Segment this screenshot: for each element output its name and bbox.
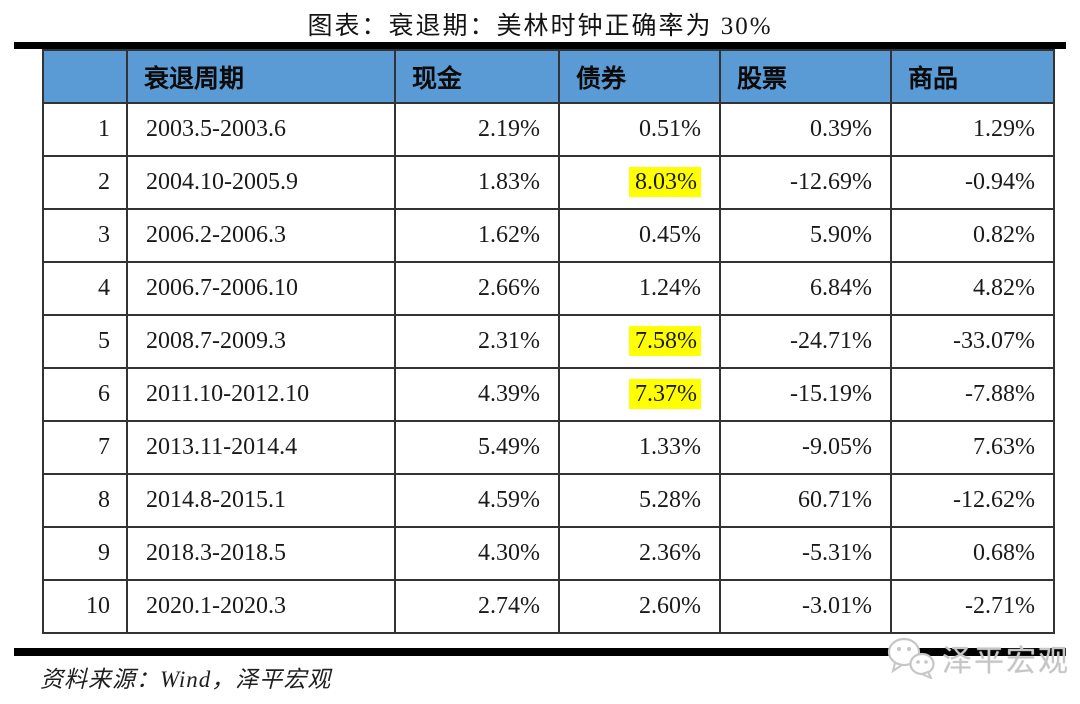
commodity-cell: -33.07% [890, 314, 1055, 369]
cycle-cell: 2020.1-2020.3 [126, 579, 396, 634]
cycle-cell: 2006.2-2006.3 [126, 208, 396, 263]
bond-value: 8.03% [629, 167, 701, 197]
bond-cell: 1.24% [558, 261, 721, 316]
stock-cell: -3.01% [719, 579, 892, 634]
bond-cell: 0.51% [558, 102, 721, 157]
header-bond: 债券 [558, 49, 721, 104]
cycle-cell: 2003.5-2003.6 [126, 102, 396, 157]
table-row: 7 2013.11-2014.4 5.49% 1.33% -9.05% 7.63… [42, 420, 1055, 475]
cash-cell: 4.30% [394, 526, 560, 581]
bond-value: 7.58% [629, 326, 701, 356]
commodity-cell: -12.62% [890, 473, 1055, 528]
top-rule [14, 42, 1066, 49]
bond-value: 0.45% [639, 222, 701, 248]
stock-cell: 5.90% [719, 208, 892, 263]
row-index-cell: 6 [42, 367, 128, 422]
row-index-cell: 1 [42, 102, 128, 157]
table-row: 10 2020.1-2020.3 2.74% 2.60% -3.01% -2.7… [42, 579, 1055, 634]
cash-cell: 4.59% [394, 473, 560, 528]
commodity-cell: 7.63% [890, 420, 1055, 475]
bond-cell: 8.03% [558, 155, 721, 210]
table-row: 5 2008.7-2009.3 2.31% 7.58% -24.71% -33.… [42, 314, 1055, 369]
commodity-cell: 0.82% [890, 208, 1055, 263]
cycle-cell: 2018.3-2018.5 [126, 526, 396, 581]
bond-value: 5.28% [639, 487, 701, 513]
row-index-cell: 8 [42, 473, 128, 528]
header-stock: 股票 [719, 49, 892, 104]
cash-cell: 2.66% [394, 261, 560, 316]
table-body: 1 2003.5-2003.6 2.19% 0.51% 0.39% 1.29% … [42, 102, 1055, 634]
stock-cell: -9.05% [719, 420, 892, 475]
header-index [42, 49, 128, 104]
cycle-cell: 2008.7-2009.3 [126, 314, 396, 369]
commodity-cell: -0.94% [890, 155, 1055, 210]
cycle-cell: 2004.10-2005.9 [126, 155, 396, 210]
row-index-cell: 3 [42, 208, 128, 263]
table-row: 8 2014.8-2015.1 4.59% 5.28% 60.71% -12.6… [42, 473, 1055, 528]
header-commodity: 商品 [890, 49, 1055, 104]
header-cash: 现金 [394, 49, 560, 104]
stock-cell: -5.31% [719, 526, 892, 581]
table-header: 衰退周期 现金 债券 股票 商品 [42, 49, 1055, 104]
wechat-icon [886, 637, 936, 679]
row-index-cell: 4 [42, 261, 128, 316]
cycle-cell: 2011.10-2012.10 [126, 367, 396, 422]
table-row: 3 2006.2-2006.3 1.62% 0.45% 5.90% 0.82% [42, 208, 1055, 263]
cycle-cell: 2014.8-2015.1 [126, 473, 396, 528]
commodity-cell: 4.82% [890, 261, 1055, 316]
row-index-cell: 9 [42, 526, 128, 581]
table-row: 4 2006.7-2006.10 2.66% 1.24% 6.84% 4.82% [42, 261, 1055, 316]
bond-cell: 0.45% [558, 208, 721, 263]
bond-value: 0.51% [639, 116, 701, 142]
commodity-cell: -2.71% [890, 579, 1055, 634]
cycle-cell: 2006.7-2006.10 [126, 261, 396, 316]
stock-cell: 60.71% [719, 473, 892, 528]
cash-cell: 2.19% [394, 102, 560, 157]
row-index-cell: 5 [42, 314, 128, 369]
watermark-label: 泽平宏观 [942, 645, 1070, 678]
stock-cell: -15.19% [719, 367, 892, 422]
bond-value: 7.37% [629, 379, 701, 409]
commodity-cell: 0.68% [890, 526, 1055, 581]
header-recession-cycle: 衰退周期 [126, 49, 396, 104]
stock-cell: 0.39% [719, 102, 892, 157]
row-index-cell: 2 [42, 155, 128, 210]
cash-cell: 2.31% [394, 314, 560, 369]
cash-cell: 5.49% [394, 420, 560, 475]
chart-title: 图表：衰退期：美林时钟正确率为 30% [307, 13, 773, 40]
row-index-cell: 7 [42, 420, 128, 475]
bond-cell: 2.36% [558, 526, 721, 581]
table-row: 9 2018.3-2018.5 4.30% 2.36% -5.31% 0.68% [42, 526, 1055, 581]
row-index-cell: 10 [42, 579, 128, 634]
cash-cell: 1.83% [394, 155, 560, 210]
bond-cell: 7.58% [558, 314, 721, 369]
stock-cell: -24.71% [719, 314, 892, 369]
table-row: 1 2003.5-2003.6 2.19% 0.51% 0.39% 1.29% [42, 102, 1055, 157]
cash-cell: 1.62% [394, 208, 560, 263]
bottom-rule [14, 648, 1066, 656]
bond-cell: 2.60% [558, 579, 721, 634]
cycle-cell: 2013.11-2014.4 [126, 420, 396, 475]
source-note: 资料来源：Wind，泽平宏观 [40, 667, 332, 692]
bond-cell: 1.33% [558, 420, 721, 475]
table-row: 2 2004.10-2005.9 1.83% 8.03% -12.69% -0.… [42, 155, 1055, 210]
bond-value: 2.60% [639, 593, 701, 619]
commodity-cell: 1.29% [890, 102, 1055, 157]
cash-cell: 4.39% [394, 367, 560, 422]
table-row: 6 2011.10-2012.10 4.39% 7.37% -15.19% -7… [42, 367, 1055, 422]
commodity-cell: -7.88% [890, 367, 1055, 422]
bond-value: 2.36% [639, 540, 701, 566]
cash-cell: 2.74% [394, 579, 560, 634]
stock-cell: -12.69% [719, 155, 892, 210]
bond-cell: 7.37% [558, 367, 721, 422]
bond-value: 1.24% [639, 275, 701, 301]
watermark: 泽平宏观 [886, 636, 1070, 680]
bond-value: 1.33% [639, 434, 701, 460]
stock-cell: 6.84% [719, 261, 892, 316]
bond-cell: 5.28% [558, 473, 721, 528]
recession-returns-table: 衰退周期 现金 债券 股票 商品 1 2003.5-2003.6 2.19% 0… [42, 49, 1055, 634]
